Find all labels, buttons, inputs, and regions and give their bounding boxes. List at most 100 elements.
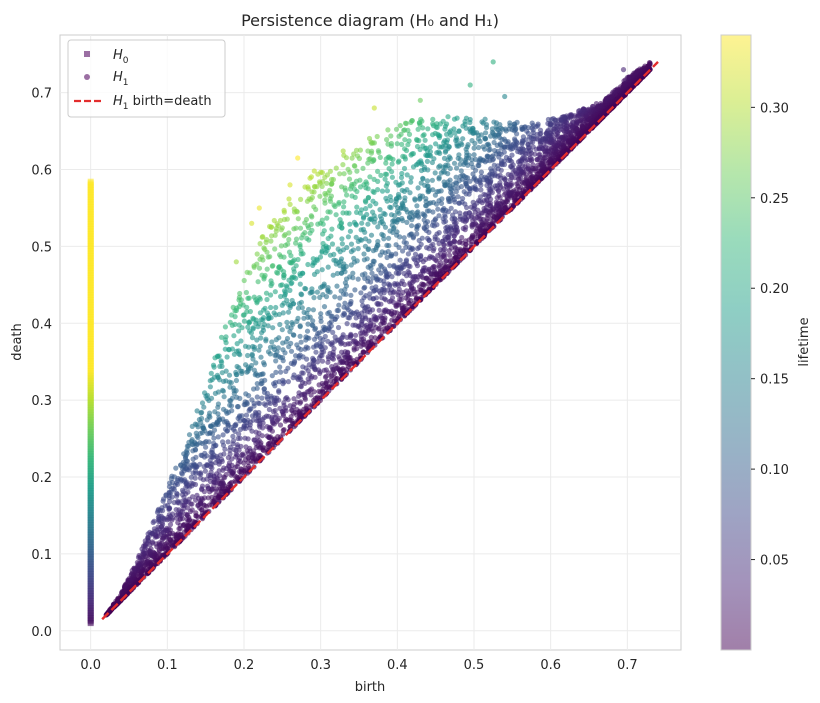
h1-point [486,147,492,153]
h1-point [519,124,525,130]
h1-point [307,290,313,296]
h1-point [250,325,256,331]
h1-point [467,82,473,88]
h1-point [149,539,155,545]
h1-point [277,405,283,411]
h1-point [166,512,172,518]
h1-point [315,331,321,337]
h1-point [348,249,354,255]
h1-point [231,333,237,339]
h1-point [227,319,233,325]
h1-point [436,213,442,219]
h1-point [365,264,371,270]
h1-point [329,364,335,370]
h1-point [376,307,382,313]
h1-point [441,179,447,185]
h1-point [293,263,299,269]
h1-point [193,510,199,516]
h1-point [218,358,224,364]
h1-point [288,340,294,346]
h1-point [375,187,381,193]
h1-point [631,70,637,76]
h1-point [281,288,288,294]
h1-point [642,63,648,69]
h1-point [420,211,426,217]
h1-point [363,179,369,185]
h1-point [340,210,346,216]
h1-point [409,151,415,157]
h1-point [446,241,452,247]
h1-point [490,153,496,159]
h1-point [498,158,505,164]
h1-point [361,251,367,257]
h1-point [277,321,283,328]
h1-point [286,277,292,283]
h1-point [458,140,464,146]
h1-point [309,322,315,328]
h1-point [443,229,449,235]
h1-point [187,508,194,515]
h1-point [285,379,291,385]
h1-point [289,320,295,326]
h1-point [347,228,353,234]
h1-point [311,295,317,301]
h1-point [361,257,367,263]
h1-point [519,138,525,144]
h1-point [242,435,248,441]
h1-point [173,465,179,471]
h1-point [302,285,308,292]
h1-point [242,457,249,463]
h1-point [316,388,322,394]
h1-point [169,473,175,479]
h1-point [313,349,319,355]
h1-point [277,422,284,428]
h1-point [389,222,395,228]
h1-point [269,339,275,345]
h1-point [359,272,365,278]
h1-point [534,131,540,137]
h1-point [208,469,214,475]
h1-point [196,417,202,423]
h1-point [443,258,449,264]
h1-point [317,294,323,300]
h1-point [376,267,382,273]
h1-point [454,165,460,171]
h1-point [312,395,318,401]
h1-point [298,248,304,254]
h1-point [412,196,418,202]
h1-point [370,209,376,215]
h1-point [301,315,307,321]
h1-point [281,272,287,278]
h1-point [221,465,227,471]
h1-point [321,304,328,310]
h1-point [442,234,448,240]
h1-point [624,75,631,81]
h1-point [167,521,174,528]
h1-point [457,161,463,167]
h1-point [310,256,316,262]
h1-point [340,332,346,338]
h1-point [420,143,426,149]
h1-point [290,332,296,338]
h1-point [309,286,315,292]
h1-point [245,324,251,330]
h1-point [319,267,325,273]
h1-point [370,248,376,254]
h1-point [163,492,169,498]
h1-point [289,274,295,280]
h1-point [369,285,375,291]
h1-point [384,242,390,248]
h1-point [620,67,627,73]
h1-point [455,194,461,200]
h1-point [530,162,536,168]
h1-point [430,121,436,127]
h1-point [368,334,374,340]
h1-point [217,363,223,369]
h1-point [305,261,311,268]
h1-point [222,324,228,330]
h1-point [415,126,421,132]
h1-point [367,216,373,222]
h1-point [297,271,303,277]
h1-point [406,244,413,250]
h1-point [285,365,291,371]
